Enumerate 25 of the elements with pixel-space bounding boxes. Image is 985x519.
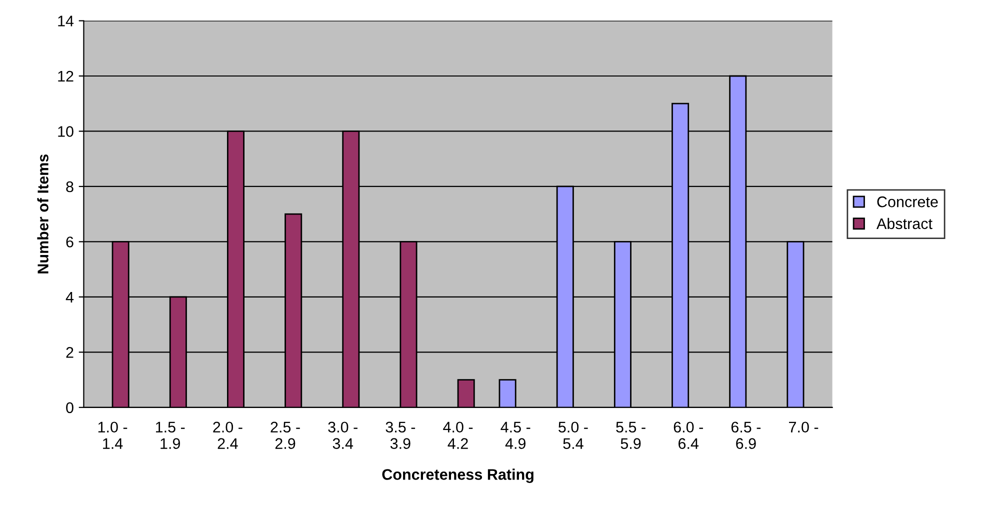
x-tick-label: 4.0 - 4.2	[443, 422, 473, 449]
y-tick-label: 8	[66, 181, 74, 192]
y-tick-label: 4	[66, 292, 74, 302]
x-tick-label: 1.5 - 1.9	[156, 422, 185, 449]
x-tick-label: 3.0 - 3.4	[328, 422, 358, 449]
x-tick-label: 6.5 - 6.9	[731, 422, 761, 449]
y-tick-label: 14	[58, 16, 74, 26]
x-axis-title: Concreteness Rating	[382, 468, 534, 483]
x-tick-label: 1.0 - 1.4	[98, 422, 128, 449]
y-tick-label: 2	[66, 347, 74, 358]
y-tick-label: 0	[66, 402, 74, 414]
x-tick-label: 5.5 - 5.9	[616, 422, 646, 449]
x-tick-label: 6.0 - 6.4	[674, 422, 703, 449]
x-tick-label: 2.5 - 2.9	[270, 422, 300, 449]
x-tick-label: 2.0 - 2.4	[213, 422, 242, 449]
legend-label: Concrete	[877, 196, 938, 208]
y-tick-label: 6	[66, 236, 74, 248]
y-tick-label: 12	[58, 70, 74, 82]
x-tick-label: 5.0 - 5.4	[558, 422, 588, 449]
x-tick-label: 4.5 - 4.9	[500, 422, 530, 449]
x-tick-label: 3.5 - 3.9	[386, 422, 416, 449]
x-tick-label: 7.0 -	[789, 422, 818, 433]
y-tick-label: 10	[58, 126, 74, 137]
legend-label: Abstract	[876, 218, 932, 230]
y-axis-title: Number of Items	[37, 154, 48, 274]
